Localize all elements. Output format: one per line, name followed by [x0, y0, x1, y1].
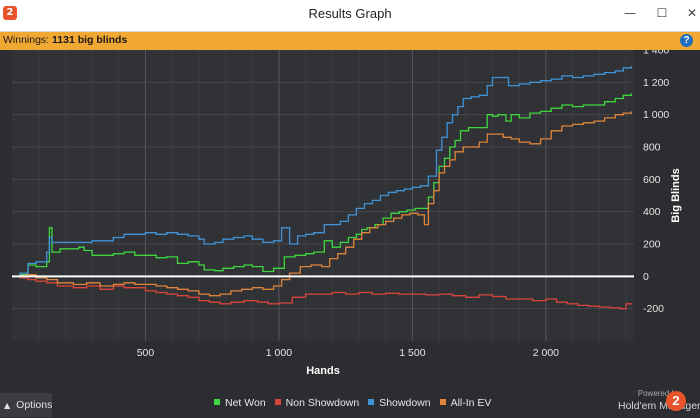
results-chart: -200 0 200 400 600 800 1 000 1 200 1 400 500 1 000… — [12, 50, 682, 377]
legend-swatch-icon — [439, 399, 446, 406]
legend-swatch-icon — [368, 399, 375, 406]
y-tick-label: 1 400 — [643, 50, 669, 57]
series-line-all-in-ev — [12, 111, 632, 297]
legend-item[interactable]: Net Won — [214, 397, 266, 409]
window-title: Results Graph — [308, 6, 392, 21]
legend-item[interactable]: Showdown — [368, 397, 431, 409]
legend-label: Showdown — [379, 397, 431, 409]
winnings-text: Winnings: 1131 big blinds — [3, 34, 127, 46]
y-tick-label: 800 — [643, 142, 661, 154]
legend-swatch-icon — [274, 399, 281, 406]
y-tick-label: 600 — [643, 174, 661, 186]
legend-item[interactable]: Non Showdown — [274, 397, 360, 409]
title-bar: 2 Results Graph — ☐ ✕ — [0, 0, 700, 32]
footer: ▲ Options Net Won Non Showdown Showdown All-… — [0, 387, 700, 417]
options-label: Options — [16, 399, 53, 411]
x-tick-label: 500 — [137, 347, 155, 359]
x-tick-label: 2 000 — [533, 347, 559, 359]
hm2-brand-logo-icon: 2 — [666, 391, 686, 411]
minimize-button[interactable]: — — [624, 6, 636, 20]
hm2-logo-icon: 2 — [3, 6, 17, 20]
legend-swatch-icon — [214, 399, 220, 406]
winnings-bar: Winnings: 1131 big blinds ? — [0, 32, 700, 50]
series-line-non-showdown — [12, 275, 632, 310]
y-tick-label: 400 — [643, 206, 661, 218]
close-button[interactable]: ✕ — [686, 6, 698, 20]
legend-item[interactable]: All-In EV — [439, 397, 492, 409]
powered-by-text: Powered by — [637, 389, 680, 398]
y-tick-label: 0 — [643, 271, 649, 283]
legend-label: All-In EV — [450, 397, 492, 409]
x-axis-label: Hands — [306, 365, 340, 377]
maximize-button[interactable]: ☐ — [656, 6, 668, 20]
y-tick-label: 1 200 — [643, 77, 669, 89]
caret-up-icon: ▲ — [4, 401, 11, 410]
x-tick-label: 1 500 — [399, 347, 425, 359]
series-line-net-won — [12, 93, 632, 277]
help-icon[interactable]: ? — [680, 34, 693, 47]
y-tick-label: 1 000 — [643, 109, 669, 121]
series-line-showdown — [12, 66, 632, 277]
plot-area — [12, 50, 634, 341]
legend-label: Non Showdown — [285, 397, 360, 409]
options-button[interactable]: ▲ Options — [0, 393, 52, 417]
y-axis-label: Big Blinds — [670, 168, 682, 222]
legend-label: Net Won — [225, 397, 266, 409]
chart-legend: Net Won Non Showdown Showdown All-In EV — [214, 397, 500, 409]
y-tick-label: -200 — [643, 303, 664, 315]
x-tick-label: 1 000 — [266, 347, 292, 359]
y-tick-label: 200 — [643, 239, 661, 251]
winnings-value: 1131 big blinds — [52, 34, 128, 46]
winnings-label: Winnings: — [3, 34, 50, 46]
